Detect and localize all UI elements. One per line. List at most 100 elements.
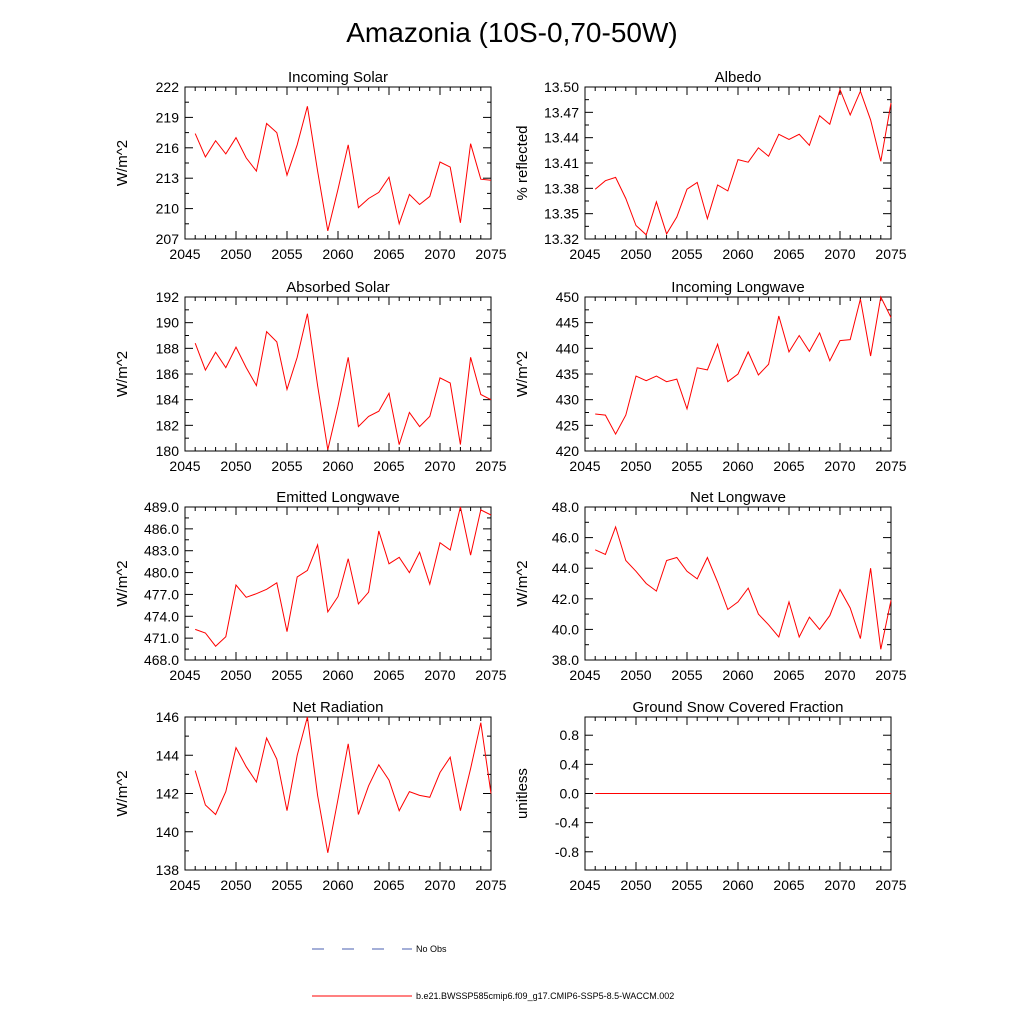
x-tick-label: 2070 bbox=[424, 667, 455, 683]
y-tick-label: 13.38 bbox=[544, 180, 579, 196]
y-tick-label: 13.35 bbox=[544, 206, 579, 222]
x-tick-label: 2070 bbox=[824, 877, 855, 893]
y-axis-label: W/m^2 bbox=[114, 770, 131, 816]
y-tick-label: 13.41 bbox=[544, 155, 579, 171]
x-tick-label: 2045 bbox=[569, 667, 600, 683]
y-axis-label: W/m^2 bbox=[514, 560, 531, 606]
x-tick-label: 2060 bbox=[322, 667, 353, 683]
x-tick-label: 2065 bbox=[773, 877, 804, 893]
x-tick-label: 2050 bbox=[220, 667, 251, 683]
y-tick-label: 445 bbox=[556, 315, 580, 331]
x-tick-label: 2060 bbox=[722, 246, 753, 262]
y-tick-label: 13.32 bbox=[544, 231, 579, 247]
y-tick-label: 425 bbox=[556, 417, 580, 433]
x-tick-label: 2070 bbox=[424, 458, 455, 474]
y-tick-label: 0.0 bbox=[560, 786, 580, 802]
y-tick-label: 216 bbox=[156, 140, 180, 156]
y-tick-label: 186 bbox=[156, 366, 180, 382]
x-tick-label: 2055 bbox=[271, 458, 302, 474]
y-tick-label: 219 bbox=[156, 109, 180, 125]
y-tick-label: 480.0 bbox=[144, 565, 179, 581]
legend-obs-label: No Obs bbox=[416, 944, 447, 954]
y-tick-label: -0.4 bbox=[555, 815, 579, 831]
chart-panel: Albedo % reflected 2045 2050 2055 2060 2065 207… bbox=[514, 69, 907, 262]
chart-panel: Emitted Longwave W/m^2 2045 2050 2055 2060 206… bbox=[114, 489, 507, 683]
y-tick-label: 44.0 bbox=[552, 560, 579, 576]
panel-title: Net Longwave bbox=[690, 489, 786, 506]
plot-frame bbox=[184, 716, 492, 871]
x-tick-label: 2075 bbox=[875, 667, 906, 683]
x-tick-label: 2070 bbox=[824, 458, 855, 474]
y-tick-label: 13.44 bbox=[544, 130, 579, 146]
y-tick-label: 420 bbox=[556, 443, 580, 459]
x-tick-label: 2065 bbox=[373, 667, 404, 683]
y-tick-label: 144 bbox=[156, 747, 180, 763]
series-line-model bbox=[194, 106, 492, 232]
legend-model-label: b.e21.BWSSP585cmip6.f09_g17.CMIP6-SSP5-8… bbox=[416, 991, 674, 1001]
y-tick-label: 190 bbox=[156, 315, 180, 331]
y-tick-label: 489.0 bbox=[144, 499, 179, 515]
x-tick-label: 2050 bbox=[220, 246, 251, 262]
x-tick-label: 2075 bbox=[475, 458, 506, 474]
y-tick-label: 188 bbox=[156, 340, 180, 356]
y-axis-label: W/m^2 bbox=[114, 351, 131, 397]
y-tick-label: 140 bbox=[156, 824, 180, 840]
chart-panel: Ground Snow Covered Fraction unitless 2045… bbox=[514, 699, 907, 893]
x-tick-label: 2060 bbox=[722, 877, 753, 893]
x-tick-label: 2050 bbox=[620, 458, 651, 474]
panel-title: Incoming Longwave bbox=[671, 279, 804, 296]
x-tick-label: 2070 bbox=[424, 246, 455, 262]
x-tick-label: 2065 bbox=[773, 458, 804, 474]
y-tick-label: 222 bbox=[156, 79, 180, 95]
y-tick-label: 146 bbox=[156, 709, 180, 725]
series-line-model bbox=[194, 716, 492, 853]
x-tick-label: 2070 bbox=[824, 246, 855, 262]
x-tick-label: 2070 bbox=[824, 667, 855, 683]
plot-frame bbox=[184, 506, 492, 661]
x-tick-label: 2050 bbox=[620, 246, 651, 262]
y-tick-label: 184 bbox=[156, 392, 180, 408]
series-line-model bbox=[595, 295, 892, 436]
y-tick-label: 207 bbox=[156, 231, 180, 247]
x-tick-label: 2060 bbox=[722, 667, 753, 683]
panel-title: Net Radiation bbox=[293, 699, 384, 716]
x-tick-label: 2065 bbox=[773, 246, 804, 262]
y-tick-label: 46.0 bbox=[552, 530, 579, 546]
x-tick-label: 2055 bbox=[271, 667, 302, 683]
y-axis-label: W/m^2 bbox=[514, 351, 531, 397]
x-tick-label: 2055 bbox=[671, 667, 702, 683]
y-axis-label: unitless bbox=[514, 768, 531, 819]
x-tick-label: 2050 bbox=[620, 877, 651, 893]
plot-frame bbox=[184, 86, 492, 240]
x-tick-label: 2055 bbox=[671, 246, 702, 262]
x-tick-label: 2065 bbox=[373, 877, 404, 893]
y-axis-label: % reflected bbox=[514, 125, 531, 200]
y-tick-label: 0.4 bbox=[560, 756, 580, 772]
x-tick-label: 2075 bbox=[475, 877, 506, 893]
y-tick-label: 192 bbox=[156, 289, 180, 305]
x-tick-label: 2050 bbox=[220, 458, 251, 474]
y-tick-label: 468.0 bbox=[144, 652, 179, 668]
y-tick-label: 38.0 bbox=[552, 652, 579, 668]
y-axis-label: W/m^2 bbox=[114, 140, 131, 186]
y-tick-label: 210 bbox=[156, 201, 180, 217]
panel-title: Ground Snow Covered Fraction bbox=[633, 699, 844, 716]
x-tick-label: 2045 bbox=[169, 458, 200, 474]
x-tick-label: 2045 bbox=[569, 246, 600, 262]
x-tick-label: 2045 bbox=[569, 877, 600, 893]
y-tick-label: 440 bbox=[556, 340, 580, 356]
x-tick-label: 2045 bbox=[169, 246, 200, 262]
y-tick-label: 182 bbox=[156, 417, 180, 433]
y-tick-label: 13.47 bbox=[544, 104, 579, 120]
x-tick-label: 2055 bbox=[271, 877, 302, 893]
x-tick-label: 2075 bbox=[475, 246, 506, 262]
series-line-model bbox=[194, 313, 492, 450]
x-tick-label: 2065 bbox=[373, 246, 404, 262]
panel-title: Albedo bbox=[715, 69, 762, 86]
y-tick-label: 435 bbox=[556, 366, 580, 382]
y-tick-label: -0.8 bbox=[555, 844, 579, 860]
chart-panel: Incoming Longwave W/m^2 2045 2050 2055 2060 20… bbox=[514, 279, 907, 474]
y-tick-label: 477.0 bbox=[144, 586, 179, 602]
y-tick-label: 42.0 bbox=[552, 591, 579, 607]
legend: No Obs b.e21.BWSSP585cmip6.f09_g17.CMIP6… bbox=[312, 944, 674, 1001]
